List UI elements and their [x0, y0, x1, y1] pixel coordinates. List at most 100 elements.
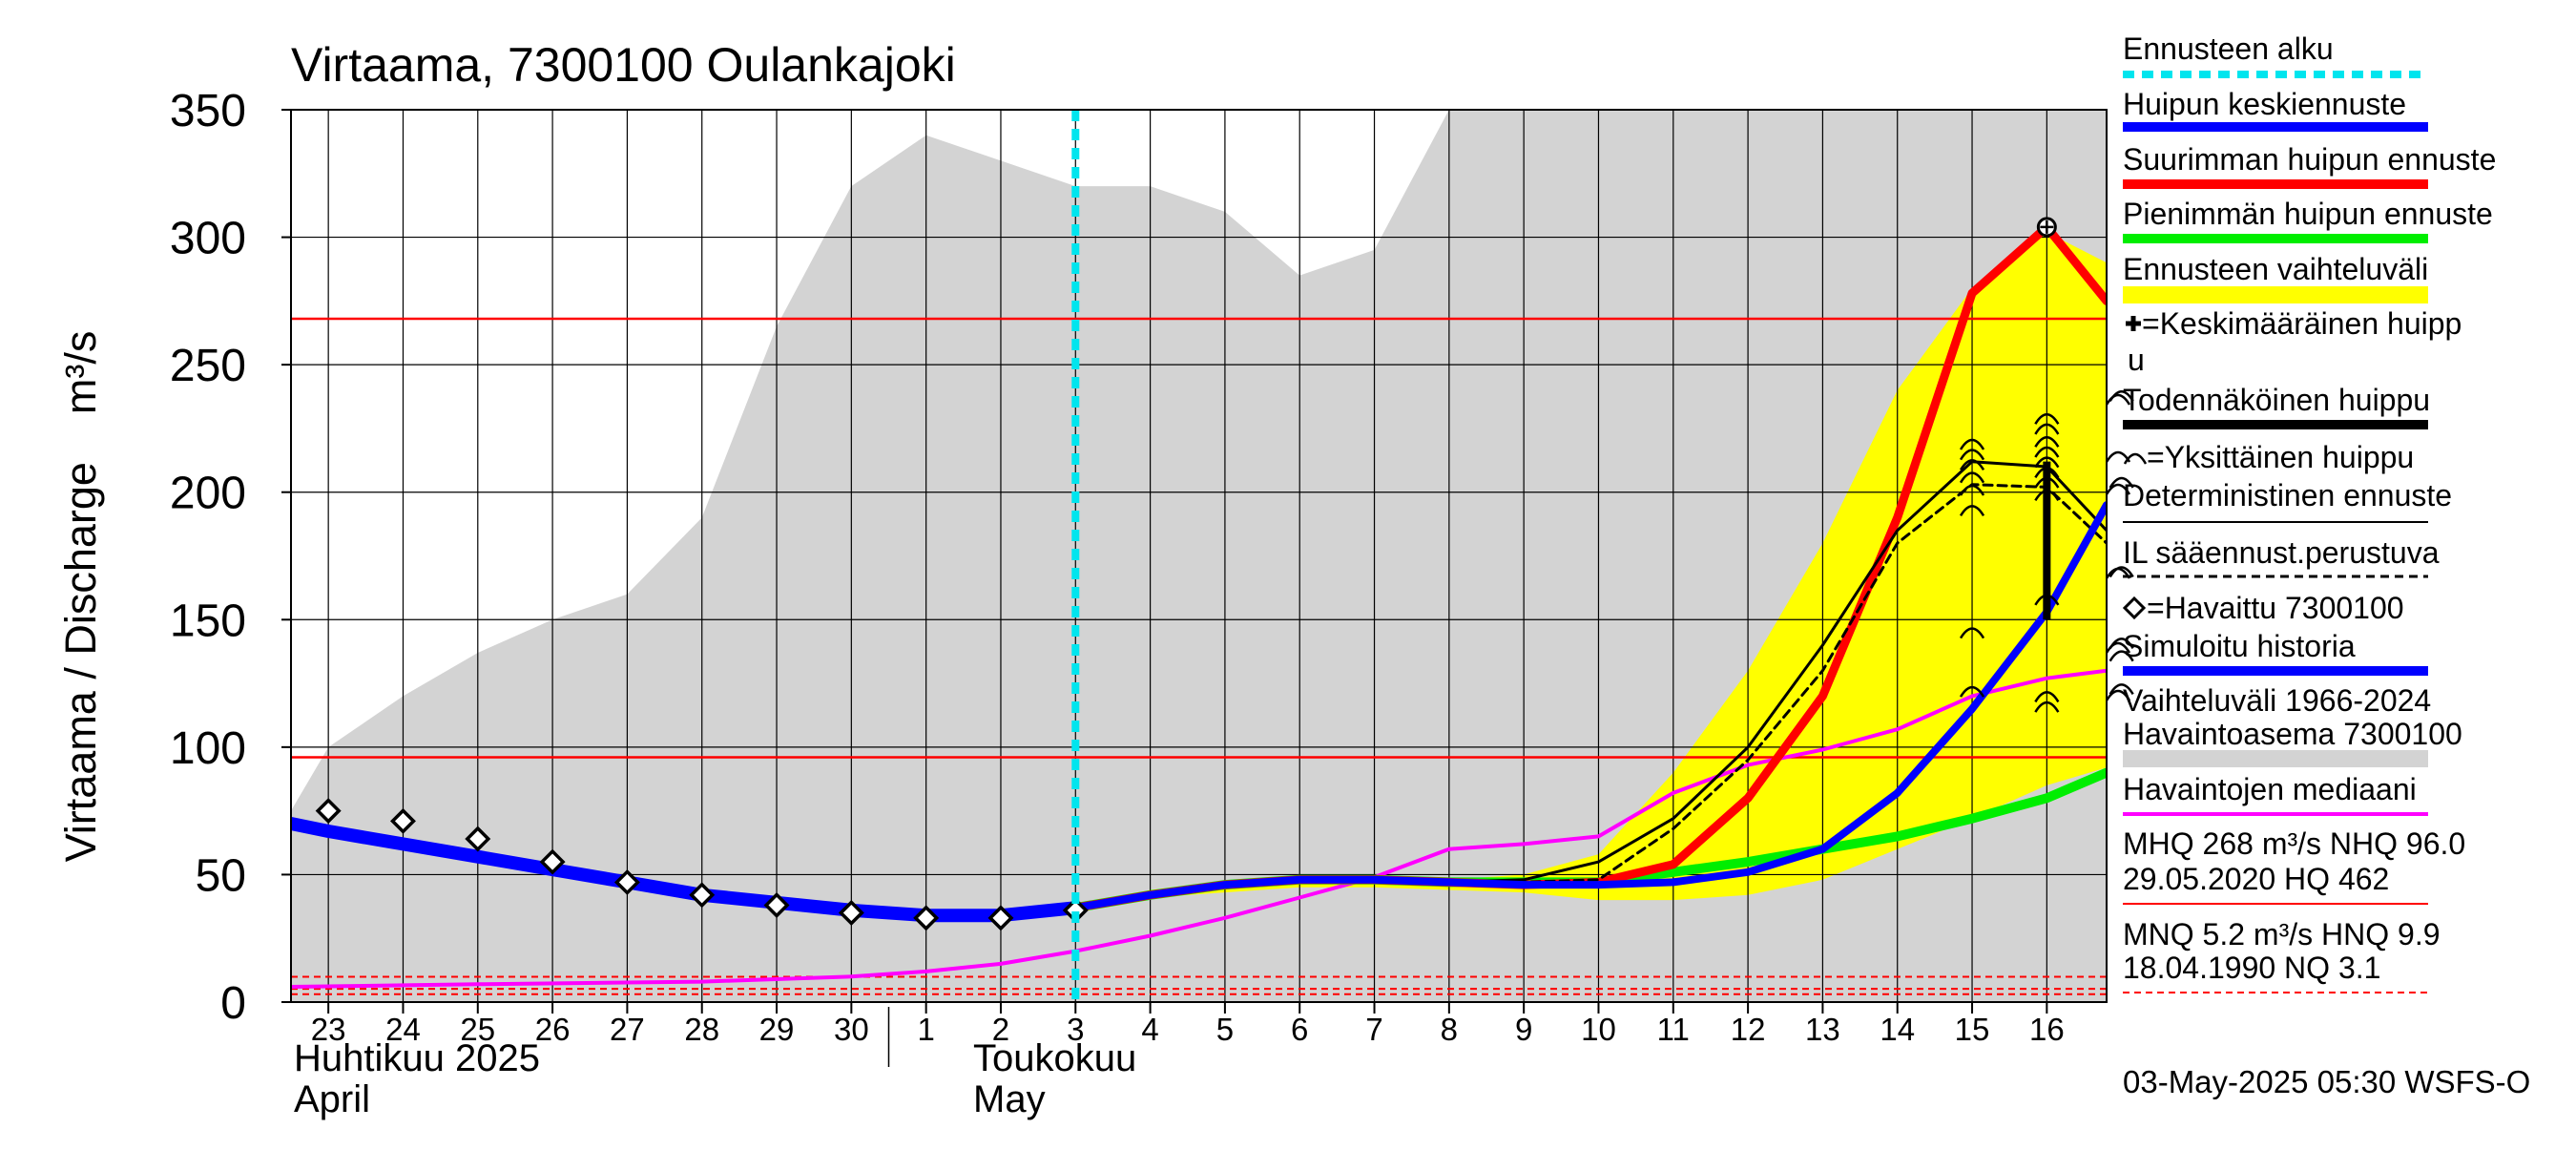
single-peak-marker [1959, 438, 1985, 450]
observed-point [689, 882, 716, 909]
x-tick-label: 27 [610, 1012, 645, 1047]
single-peak-marker [2034, 700, 2060, 713]
single-peak-marker [1959, 449, 1985, 461]
x-tick-label: 8 [1441, 1012, 1458, 1047]
observed-point [465, 826, 491, 852]
plot-clipped-layer [291, 110, 2107, 1002]
legend-label: 29.05.2020 HQ 462 [2123, 862, 2389, 896]
x-tick-label: 24 [385, 1012, 421, 1047]
series-line [1071, 501, 2107, 912]
legend-label: Vaihteluväli 1966-2024 [2123, 683, 2431, 718]
y-tick-label: 200 [170, 469, 246, 519]
observed-point [913, 905, 940, 931]
x-tick-label: 4 [1141, 1012, 1158, 1047]
legend-label: Suurimman huipun ennuste [2123, 142, 2496, 177]
legend-side-peak-marker [2105, 483, 2131, 495]
observed-point [613, 868, 640, 895]
legend-label: Ennusteen vaihteluväli [2123, 252, 2428, 286]
x-tick-label: 26 [535, 1012, 571, 1047]
single-peak-marker [2034, 467, 2060, 479]
legend-side-peak-marker [2105, 641, 2131, 654]
legend-swatch [2123, 750, 2428, 767]
single-peak-marker [1959, 505, 1985, 517]
x-tick-label: 15 [1955, 1012, 1990, 1047]
legend-peak-icon [2126, 316, 2141, 331]
plot-frame [290, 109, 2108, 1003]
single-peak-marker [2034, 436, 2060, 448]
single-peak-marker [2034, 423, 2060, 435]
legend-label: Pienimmän huipun ennuste [2123, 197, 2493, 231]
history-range-band [291, 110, 2107, 1002]
x-tick-label: 30 [834, 1012, 869, 1047]
single-peak-marker [1959, 459, 1985, 470]
plot-area [290, 109, 2134, 1003]
y-tick-label: 250 [170, 341, 246, 391]
chart-title: Virtaama, 7300100 Oulankajoki [291, 38, 956, 92]
month-label-april-en: April [294, 1078, 370, 1120]
single-peak-marker [2034, 691, 2060, 703]
x-tick-label: 10 [1581, 1012, 1616, 1047]
x-tick-label: 7 [1365, 1012, 1382, 1047]
footer-timestamp: 03-May-2025 05:30 WSFS-O [2123, 1064, 2530, 1099]
single-peak-marker [2109, 566, 2134, 578]
observed-point [763, 892, 790, 918]
peak-marker-cross [2040, 220, 2054, 234]
x-tick-label: 16 [2029, 1012, 2065, 1047]
single-peak-marker [1959, 471, 1985, 484]
single-peak-marker [2034, 490, 2060, 502]
legend-label: Todennäköinen huippu [2123, 383, 2430, 417]
x-tick-label: 5 [1216, 1012, 1234, 1047]
single-peak-marker [2034, 594, 2060, 606]
legend-observed-icon [2122, 596, 2147, 620]
single-peak-marker [2034, 476, 2060, 489]
single-peak-marker [2109, 683, 2134, 696]
y-tick-label: 300 [170, 214, 246, 264]
x-tick-label: 12 [1731, 1012, 1766, 1047]
legend-label: Havaintoasema 7300100 [2123, 717, 2462, 751]
x-tick-label: 11 [1657, 1012, 1690, 1047]
series-line [291, 817, 1083, 923]
y-tick-label: 350 [170, 86, 246, 136]
y-ticks: 0 50 100 150 200 250 300 350 [170, 86, 291, 1029]
legend: Ennusteen alku Huipun keskiennuste Suurimm… [2105, 31, 2496, 993]
legend-label: Havaintojen mediaani [2123, 772, 2417, 806]
x-tick-label: 13 [1805, 1012, 1840, 1047]
observed-point [987, 905, 1014, 931]
single-peak-marker [2034, 413, 2060, 425]
y-tick-label: 100 [170, 723, 246, 774]
observed-point [315, 798, 342, 825]
x-ticks: 23 24 25 26 27 28 29 30 1 2 3 4 5 6 7 8 9 10 11 12 13 14 15 16H… [294, 1002, 2065, 1120]
legend-side-peak-marker [2105, 567, 2131, 579]
legend-label: IL sääennust.perustuva [2123, 535, 2440, 570]
month-label-april-fi: Huhtikuu 2025 [294, 1037, 540, 1079]
single-peak-marker [1959, 484, 1985, 496]
x-tick-label: 23 [311, 1012, 346, 1047]
legend-label: Simuloitu historia [2123, 629, 2356, 663]
x-tick-label: 2 [992, 1012, 1009, 1047]
observed-point [539, 848, 566, 875]
observed-point [389, 807, 416, 834]
month-label-may-en: May [973, 1078, 1046, 1120]
legend-label: Ennusteen alku [2123, 31, 2334, 66]
legend-side-peak-marker [2105, 393, 2131, 406]
x-tick-label: 1 [917, 1012, 934, 1047]
grid [291, 110, 2107, 1002]
legend-side-peak-marker [2105, 689, 2131, 701]
legend-label: Deterministinen ennuste [2123, 478, 2452, 512]
single-peak-marker [2109, 650, 2134, 662]
x-tick-label: 3 [1067, 1012, 1084, 1047]
legend-label: =Yksittäinen huippu [2147, 440, 2414, 474]
legend-side-peak-marker [2105, 450, 2131, 463]
legend-label: u [2128, 343, 2145, 377]
single-peak-marker [2034, 456, 2060, 469]
y-tick-label: 150 [170, 596, 246, 646]
single-peak-marker [1959, 685, 1985, 698]
legend-label: Huipun keskiennuste [2123, 87, 2406, 121]
y-axis-label: Virtaama / Discharge m³/s [56, 331, 105, 863]
legend-label: MNQ 5.2 m³/s HNQ 9.9 [2123, 917, 2441, 951]
x-tick-label: 29 [759, 1012, 795, 1047]
y-tick-label: 0 [220, 978, 246, 1029]
single-peak-marker [2034, 446, 2060, 458]
